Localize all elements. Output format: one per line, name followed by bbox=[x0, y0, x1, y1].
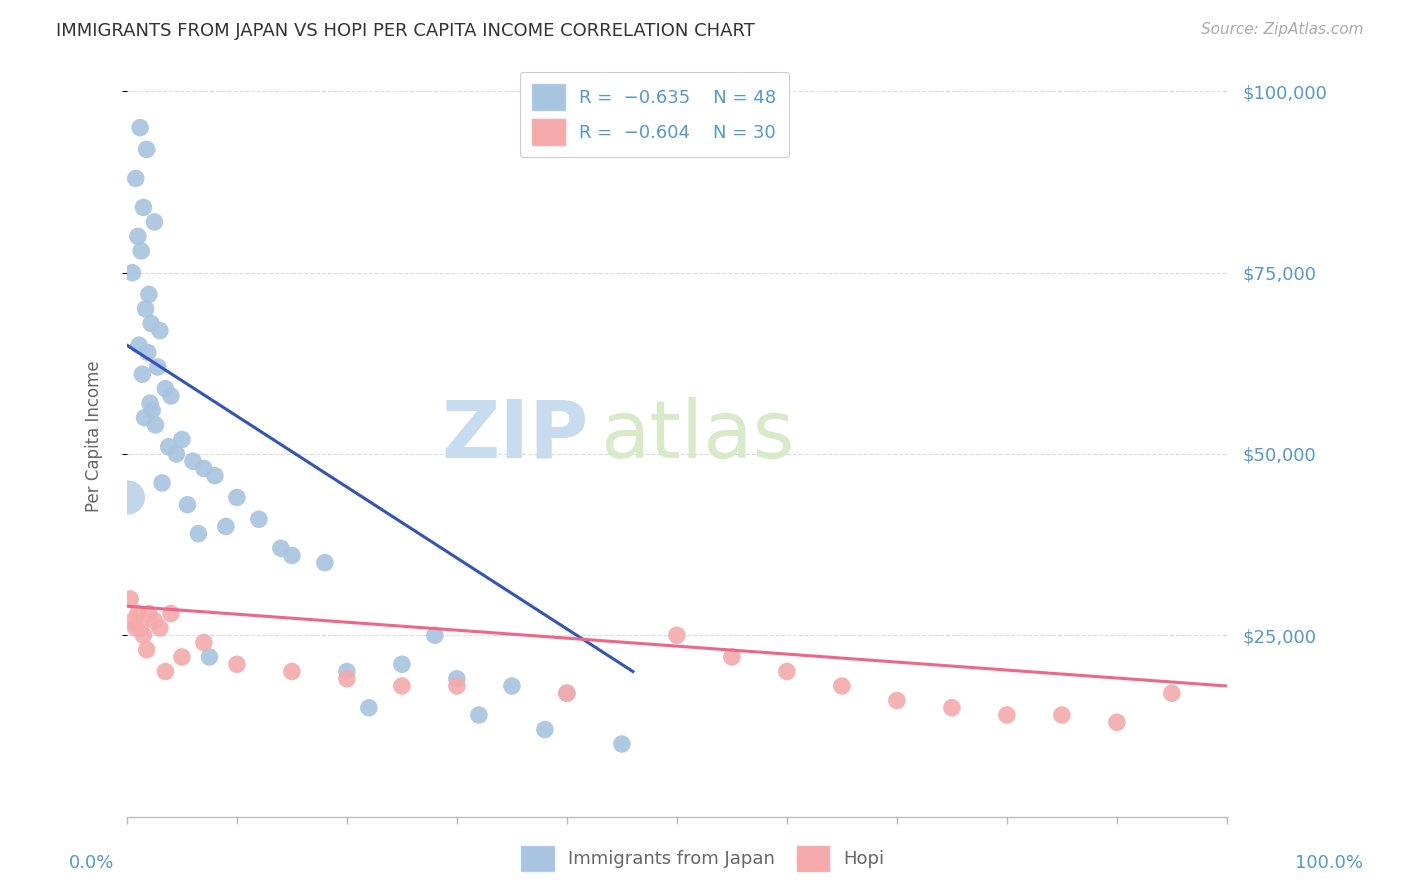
Text: 100.0%: 100.0% bbox=[1295, 855, 1362, 872]
Point bbox=[187, 526, 209, 541]
Point bbox=[665, 628, 688, 642]
Point bbox=[139, 317, 162, 331]
Point bbox=[501, 679, 523, 693]
Point bbox=[125, 171, 148, 186]
Point bbox=[155, 665, 177, 679]
Point bbox=[193, 635, 215, 649]
Point bbox=[160, 389, 183, 403]
Text: ZIP: ZIP bbox=[441, 397, 589, 475]
Point bbox=[721, 650, 744, 665]
Point bbox=[314, 556, 336, 570]
Point bbox=[132, 628, 155, 642]
Text: Source: ZipAtlas.com: Source: ZipAtlas.com bbox=[1201, 22, 1364, 37]
Point bbox=[1050, 708, 1073, 723]
Point bbox=[446, 672, 468, 686]
Point bbox=[886, 693, 908, 707]
Point bbox=[555, 686, 578, 700]
Point bbox=[129, 244, 152, 258]
Point bbox=[135, 642, 157, 657]
Point bbox=[134, 410, 156, 425]
Point bbox=[610, 737, 633, 751]
Point bbox=[129, 621, 152, 635]
Point bbox=[941, 700, 963, 714]
Point bbox=[198, 650, 221, 665]
Point bbox=[117, 491, 139, 505]
Point bbox=[125, 621, 148, 635]
Point bbox=[181, 454, 204, 468]
Text: IMMIGRANTS FROM JAPAN VS HOPI PER CAPITA INCOME CORRELATION CHART: IMMIGRANTS FROM JAPAN VS HOPI PER CAPITA… bbox=[56, 22, 755, 40]
Point bbox=[149, 324, 172, 338]
Point bbox=[146, 359, 169, 374]
Y-axis label: Per Capita Income: Per Capita Income bbox=[86, 360, 103, 512]
Point bbox=[120, 592, 142, 607]
Point bbox=[336, 665, 359, 679]
Point bbox=[157, 440, 180, 454]
Point bbox=[127, 229, 149, 244]
Point bbox=[1105, 715, 1128, 730]
Point bbox=[149, 621, 172, 635]
Legend: R =  −0.635    N = 48, R =  −0.604    N = 30: R = −0.635 N = 48, R = −0.604 N = 30 bbox=[520, 71, 789, 157]
Point bbox=[128, 338, 150, 352]
Point bbox=[143, 215, 166, 229]
Point bbox=[121, 266, 143, 280]
Point bbox=[831, 679, 853, 693]
Legend: Immigrants from Japan, Hopi: Immigrants from Japan, Hopi bbox=[515, 838, 891, 879]
Point bbox=[150, 475, 173, 490]
Point bbox=[160, 607, 183, 621]
Point bbox=[336, 672, 359, 686]
Point bbox=[446, 679, 468, 693]
Point bbox=[776, 665, 799, 679]
Point bbox=[204, 468, 226, 483]
Point bbox=[135, 301, 157, 316]
Point bbox=[225, 491, 247, 505]
Text: 0.0%: 0.0% bbox=[69, 855, 114, 872]
Point bbox=[193, 461, 215, 475]
Point bbox=[468, 708, 491, 723]
Point bbox=[247, 512, 270, 526]
Point bbox=[555, 686, 578, 700]
Point bbox=[136, 345, 159, 359]
Point bbox=[122, 614, 145, 628]
Point bbox=[129, 120, 152, 135]
Point bbox=[145, 417, 167, 432]
Point bbox=[135, 142, 157, 156]
Point bbox=[165, 447, 187, 461]
Point bbox=[170, 650, 193, 665]
Point bbox=[170, 433, 193, 447]
Point bbox=[127, 607, 149, 621]
Point bbox=[423, 628, 446, 642]
Point bbox=[357, 700, 380, 714]
Point bbox=[155, 382, 177, 396]
Point bbox=[176, 498, 198, 512]
Point bbox=[143, 614, 166, 628]
Point bbox=[138, 607, 160, 621]
Point bbox=[1160, 686, 1182, 700]
Point bbox=[281, 665, 304, 679]
Point bbox=[215, 519, 238, 533]
Point bbox=[131, 368, 153, 382]
Point bbox=[225, 657, 247, 672]
Point bbox=[281, 549, 304, 563]
Point bbox=[391, 657, 413, 672]
Point bbox=[995, 708, 1018, 723]
Text: atlas: atlas bbox=[600, 397, 794, 475]
Point bbox=[139, 396, 162, 410]
Point bbox=[132, 201, 155, 215]
Point bbox=[391, 679, 413, 693]
Point bbox=[138, 287, 160, 301]
Point bbox=[270, 541, 292, 556]
Point bbox=[141, 403, 163, 417]
Point bbox=[534, 723, 557, 737]
